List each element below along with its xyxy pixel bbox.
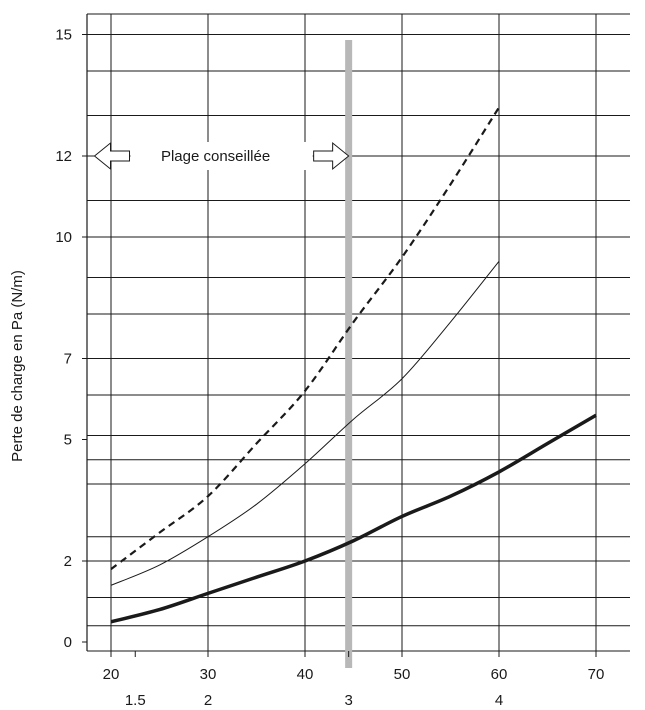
- x-secondary-tick-label: 2: [204, 692, 212, 709]
- x-secondary-tick-label: 3: [344, 692, 352, 709]
- y-tick-label: 10: [55, 229, 72, 246]
- y-axis-label: Perte de charge en Pa (N/m): [9, 270, 26, 462]
- y-tick-label: 15: [55, 27, 72, 44]
- x-tick-label: 60: [491, 666, 508, 683]
- x-tick-label: 50: [394, 666, 411, 683]
- x-secondary-tick-label: 1.5: [125, 692, 146, 709]
- x-tick-label: 20: [103, 666, 120, 683]
- left-arrow-icon: [93, 141, 131, 171]
- right-arrow-icon: [313, 141, 350, 171]
- x-tick-label: 70: [588, 666, 605, 683]
- y-tick-label: 7: [64, 351, 72, 368]
- series-line-thick: [110, 413, 597, 624]
- y-tick-label: 0: [64, 634, 72, 651]
- x-secondary-tick-label: 4: [495, 692, 503, 709]
- x-tick-label: 30: [200, 666, 217, 683]
- axes: 0 2 5 7 10 12 15 20 30 40 50 60 70 1.5 2 3 4: [55, 27, 604, 710]
- annotation-layer: Plage conseillée: [93, 141, 350, 171]
- y-tick-label: 2: [64, 553, 72, 570]
- annotation-backdrop: [130, 142, 313, 170]
- y-tick-label: 5: [64, 432, 72, 449]
- annotation-label: Plage conseillée: [161, 148, 270, 165]
- series-line-thin: [110, 260, 500, 586]
- series-line-dashed: [110, 106, 500, 570]
- grid: [86, 13, 630, 652]
- x-tick-label: 40: [297, 666, 314, 683]
- y-tick-label: 12: [55, 148, 72, 165]
- series-layer: [110, 106, 597, 624]
